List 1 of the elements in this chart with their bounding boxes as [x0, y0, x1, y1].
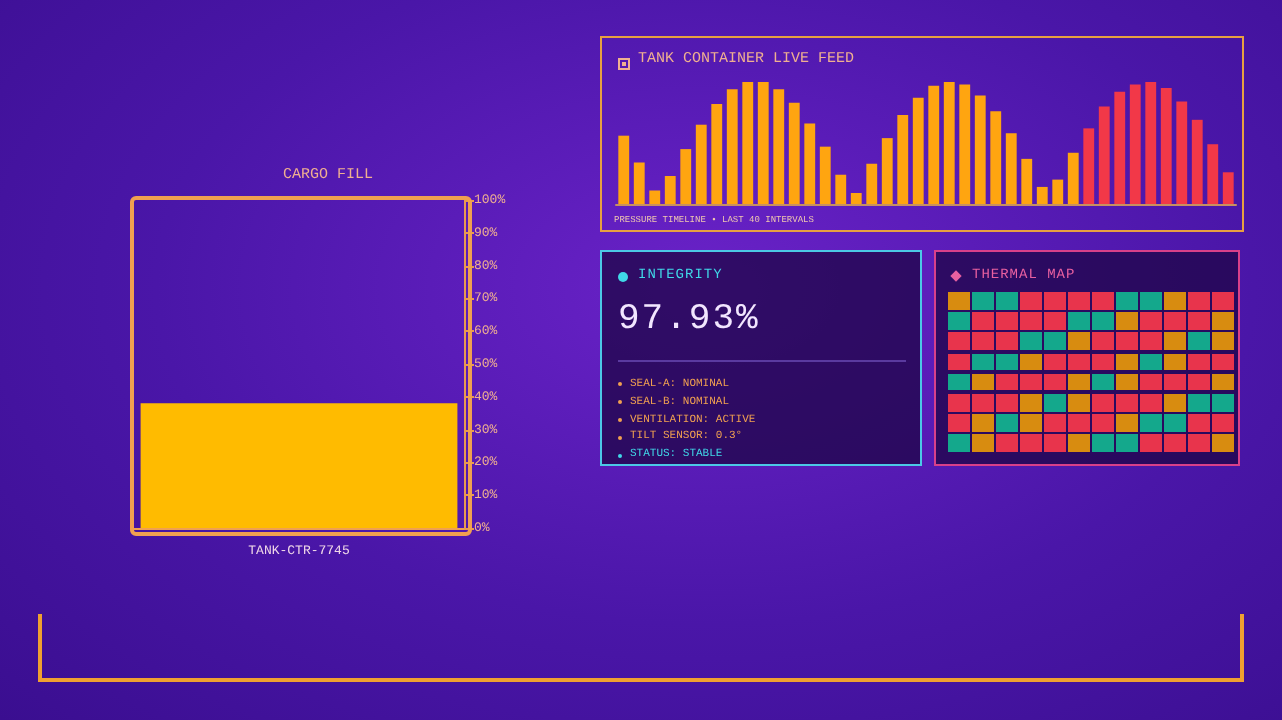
text: 97.93% [618, 300, 760, 340]
